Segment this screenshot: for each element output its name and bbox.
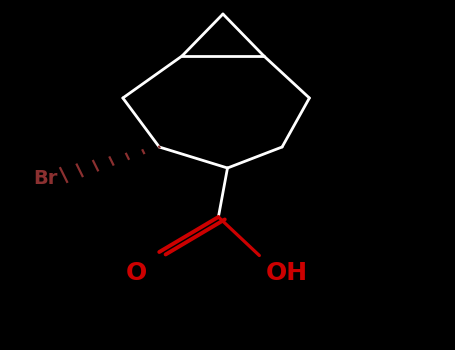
Text: OH: OH xyxy=(266,261,308,285)
Text: O: O xyxy=(126,261,147,285)
Text: Br: Br xyxy=(33,169,58,188)
